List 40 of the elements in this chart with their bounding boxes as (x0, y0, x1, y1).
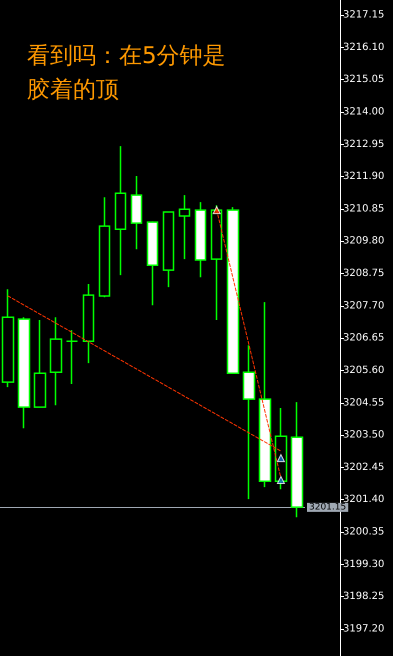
candlestick (50, 316, 62, 406)
y-tick-label: 3206.65 (343, 332, 384, 344)
y-tick-label: 3197.20 (343, 623, 384, 634)
y-tick-label: 3216.10 (343, 42, 384, 53)
y-tick-label: 3215.05 (343, 74, 384, 86)
ref-line-label: 3201.15 (309, 502, 346, 512)
candlestick (66, 329, 78, 385)
candlestick (98, 196, 110, 298)
y-tick-label: 3203.50 (343, 430, 384, 441)
point (276, 476, 285, 484)
point (212, 206, 221, 214)
y-tick-label: 3207.70 (343, 300, 384, 312)
candlestick (130, 175, 142, 250)
y-tick-label: 3209.80 (343, 236, 384, 247)
y-tick-label: 3214.00 (343, 106, 384, 118)
candlestick (290, 401, 304, 518)
candlestick (34, 319, 46, 408)
candlestick (146, 220, 158, 306)
y-tick-label: 3204.55 (343, 397, 384, 408)
y-tick-label: 3212.95 (343, 138, 384, 150)
y-tick-label: 3198.25 (343, 591, 384, 602)
y-tick-label: 3208.75 (343, 268, 384, 280)
y-tick-label: 3202.45 (343, 462, 384, 473)
candlestick (242, 344, 256, 500)
candlestick (226, 206, 240, 374)
y-tick-label: 3199.30 (343, 558, 384, 570)
candlestick (82, 283, 94, 364)
candlestick (162, 211, 174, 288)
candlestick (194, 201, 206, 278)
candlestick (114, 145, 126, 276)
point (276, 454, 285, 462)
candlestick (178, 194, 190, 260)
y-tick-label: 3200.35 (343, 526, 384, 538)
y-tick-label: 3205.60 (343, 364, 384, 376)
candlestick (18, 316, 30, 430)
text: 看到吗：在5分钟是胶着的顶 (27, 43, 226, 103)
y-tick-label: 3217.15 (343, 10, 384, 21)
y-tick-label: 3211.90 (343, 171, 384, 182)
candlestick (258, 301, 272, 488)
y-tick-label: 3210.85 (343, 203, 384, 214)
